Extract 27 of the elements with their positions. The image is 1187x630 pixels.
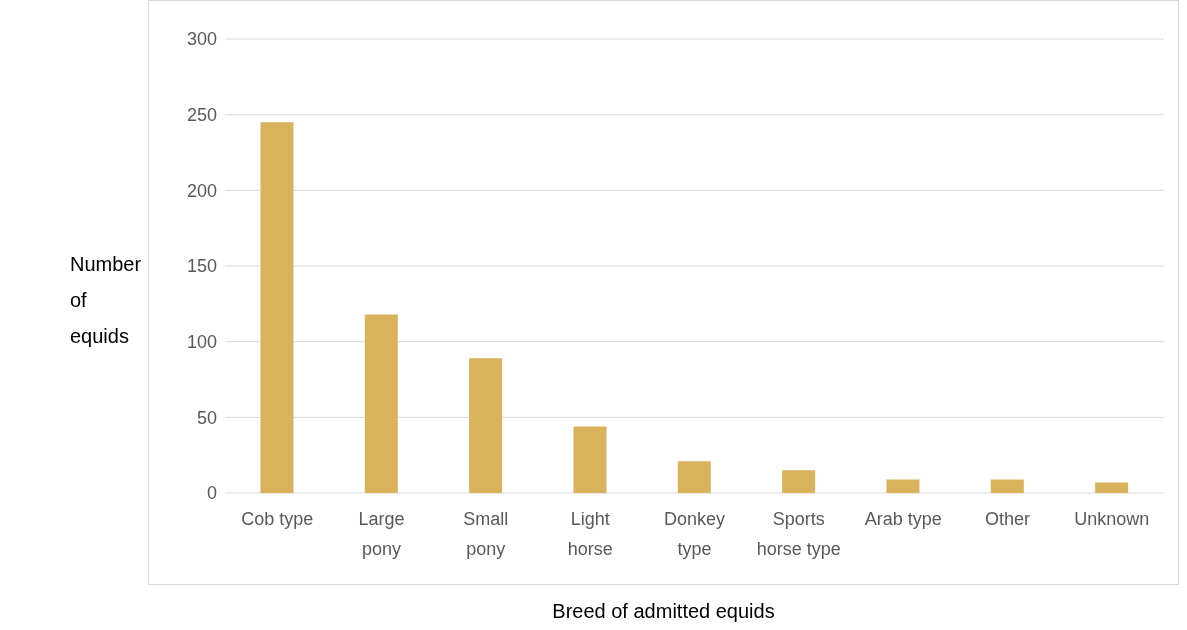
x-tick-label: Unknown [1074,509,1150,529]
x-tick-label: Sports horse type [756,509,841,559]
y-tick-label: 150 [186,256,217,277]
bar [1095,482,1129,493]
x-tick-label: Arab type [864,509,942,529]
bar [364,314,398,493]
y-tick-label: 0 [206,483,217,504]
x-tick-label: Small pony [463,509,509,559]
x-tick-label: Large pony [358,509,405,559]
y-tick-label: 50 [196,407,217,428]
x-tick-label: Other [984,509,1031,529]
x-tick-label: Cob type [241,509,314,529]
y-axis-title: Number of equids [70,252,143,349]
y-tick-label: 300 [186,29,217,50]
bar [782,470,816,493]
x-axis-title: Breed of admitted equids [551,600,776,623]
y-tick-label: 100 [186,332,217,353]
bar [990,479,1024,493]
y-tick-label: 250 [186,105,217,126]
x-tick-label: Light horse [567,509,613,559]
x-tick-label: Donkey type [663,509,726,559]
bar [260,122,294,493]
bar [886,479,920,493]
bar [677,461,711,493]
bar [573,426,607,493]
bar [469,358,503,493]
y-tick-label: 200 [186,180,217,201]
